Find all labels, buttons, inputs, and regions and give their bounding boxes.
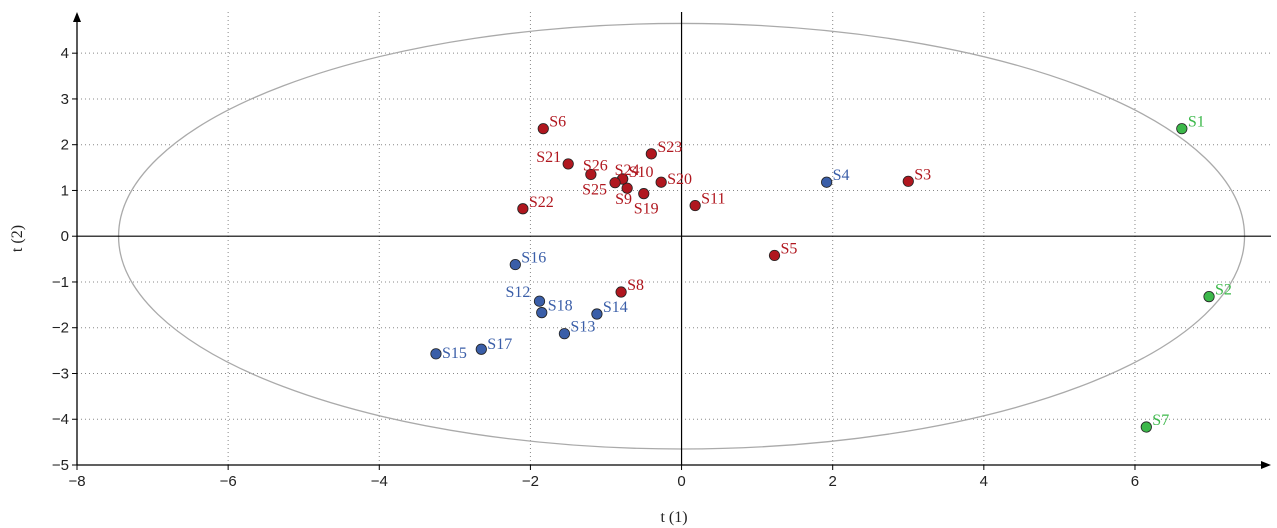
point-label-s14: S14	[603, 299, 628, 316]
point-label-s18: S18	[548, 298, 573, 315]
x-tick-label: 4	[980, 473, 988, 490]
point-label-s26: S26	[583, 157, 608, 174]
y-tick-label: −1	[52, 274, 69, 291]
point-s7	[1140, 421, 1152, 433]
y-tick-label: 2	[61, 137, 69, 154]
y-tick-label: −2	[52, 320, 69, 337]
point-s20	[655, 176, 667, 188]
x-tick-label: 0	[677, 473, 685, 490]
point-s3	[902, 175, 914, 187]
x-tick-label: −8	[68, 473, 85, 490]
point-s6	[537, 123, 549, 135]
point-s15	[430, 348, 442, 360]
y-tick-label: 1	[61, 182, 69, 199]
point-label-s8: S8	[627, 277, 644, 294]
point-label-s24: S24	[615, 162, 640, 179]
point-s4	[821, 176, 833, 188]
point-label-s9: S9	[615, 191, 632, 208]
point-label-s19: S19	[634, 201, 659, 218]
x-axis-arrow	[1261, 461, 1271, 469]
x-tick-label: −6	[220, 473, 237, 490]
point-label-s13: S13	[570, 319, 595, 336]
x-tick-label: 2	[829, 473, 837, 490]
point-s26	[585, 168, 597, 181]
point-label-s6: S6	[549, 114, 566, 131]
point-label-s3: S3	[914, 166, 931, 183]
point-label-s11: S11	[701, 191, 725, 208]
point-s22	[517, 203, 529, 215]
point-label-s22: S22	[529, 194, 554, 211]
point-s9	[621, 182, 633, 194]
y-tick-label: −3	[52, 365, 69, 382]
point-s14	[591, 308, 603, 320]
point-s23	[645, 148, 657, 160]
point-s18	[536, 307, 548, 319]
point-label-s4: S4	[833, 167, 850, 184]
point-s17	[475, 343, 487, 355]
point-label-s25: S25	[582, 182, 607, 199]
point-label-s21: S21	[536, 149, 561, 166]
x-tick-label: 6	[1131, 473, 1139, 490]
point-label-s20: S20	[667, 171, 692, 188]
point-label-s23: S23	[657, 139, 682, 156]
point-s13	[558, 328, 571, 340]
point-label-s16: S16	[521, 250, 546, 267]
point-s12	[533, 295, 546, 307]
x-axis-label: t (1)	[660, 509, 687, 526]
point-s16	[509, 258, 521, 271]
point-label-s7: S7	[1152, 412, 1169, 429]
axes	[72, 12, 1271, 470]
y-tick-label: −5	[52, 457, 69, 474]
y-axis-label: t (2)	[9, 225, 26, 252]
point-label-s12: S12	[505, 284, 530, 301]
point-s21	[562, 158, 574, 170]
point-s11	[689, 199, 701, 212]
y-tick-label: 3	[61, 91, 69, 108]
point-s2	[1203, 291, 1215, 303]
point-label-s1: S1	[1188, 114, 1205, 131]
point-label-s2: S2	[1215, 282, 1232, 299]
point-label-s15: S15	[442, 345, 467, 362]
grid	[77, 12, 1271, 465]
x-tick-label: −4	[371, 473, 388, 490]
point-s19	[638, 188, 650, 200]
x-tick-label: −2	[522, 473, 539, 490]
y-tick-label: −4	[52, 411, 69, 428]
y-axis-arrow	[73, 12, 81, 22]
point-s5	[768, 249, 781, 262]
point-s8	[615, 286, 627, 298]
y-tick-label: 4	[61, 45, 69, 62]
point-s1	[1176, 123, 1188, 135]
point-label-s10: S10	[629, 164, 654, 181]
tick-labels: −8 −6 −4 −2 0 2 4 6 −5 −4 −3 −2 −1 0 1 2 3 4	[52, 45, 1139, 490]
point-label-s5: S5	[781, 240, 798, 257]
point-s25	[609, 177, 621, 189]
point-label-s17: S17	[487, 336, 512, 353]
data-points: S3 S5 S6 S8 S9 S10 S11 S19 S20 S21 S22 S23 S24 S25 S26…	[430, 114, 1232, 433]
y-tick-label: 0	[61, 228, 69, 245]
